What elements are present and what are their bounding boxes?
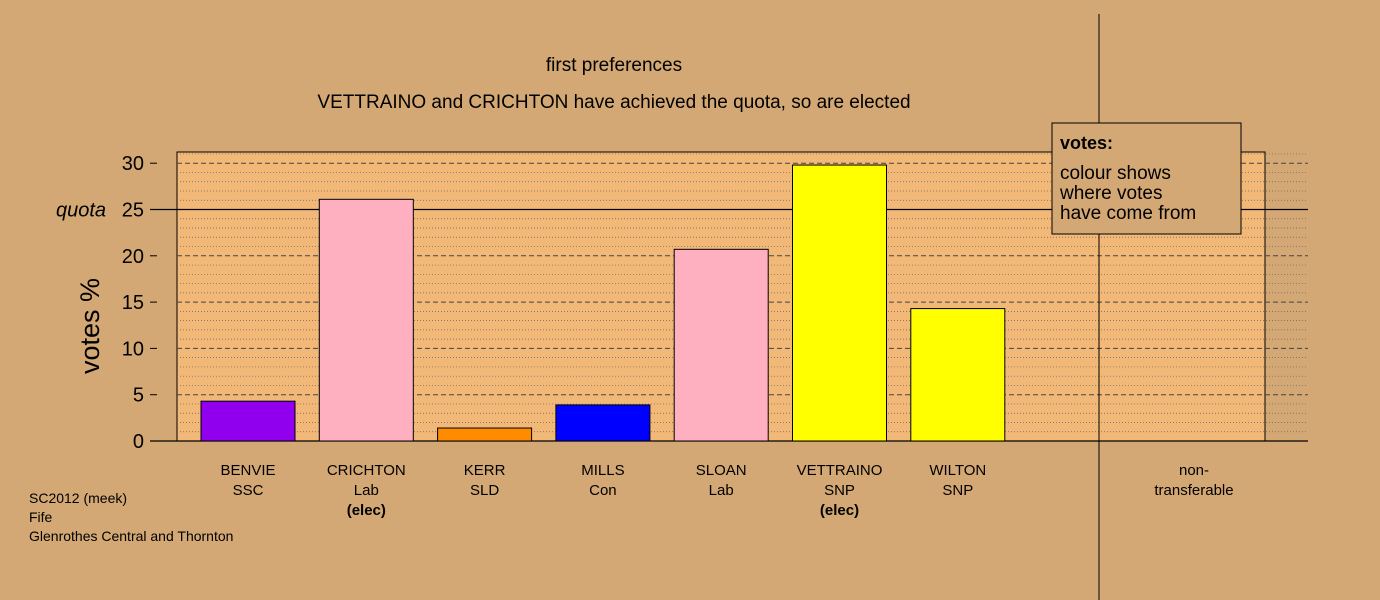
- candidate-party: SNP: [942, 482, 973, 499]
- candidate-name: VETTRAINO: [797, 462, 883, 479]
- elected-marker: (elec): [820, 502, 859, 519]
- chart-title: first preferences: [546, 55, 682, 76]
- legend-line: colour shows: [1060, 163, 1171, 184]
- nontransferable-label: non-: [1179, 462, 1209, 479]
- legend-line: where votes: [1059, 183, 1162, 204]
- y-tick-label: 30: [122, 153, 144, 175]
- candidate-party: Lab: [354, 482, 379, 499]
- quota-label: quota: [56, 200, 106, 222]
- legend-line: have come from: [1060, 203, 1196, 224]
- y-axis-label: votes %: [75, 278, 105, 374]
- candidate-name: MILLS: [581, 462, 624, 479]
- candidate-party: SNP: [824, 482, 855, 499]
- candidate-name: SLOAN: [696, 462, 747, 479]
- candidate-name: KERR: [464, 462, 506, 479]
- candidate-party: Lab: [709, 482, 734, 499]
- bar: [318, 198, 414, 442]
- legend: votes: colour shows where votes have com…: [1051, 122, 1242, 235]
- bars: [200, 164, 1006, 442]
- candidate-party: SLD: [470, 482, 499, 499]
- y-tick-label: 15: [122, 292, 144, 314]
- candidate-name: BENVIE: [220, 462, 275, 479]
- footer-council: Fife: [29, 509, 53, 525]
- candidate-party: Con: [589, 482, 617, 499]
- bar: [555, 404, 651, 442]
- nontransferable-label: transferable: [1154, 482, 1233, 499]
- bar: [910, 308, 1006, 442]
- candidate-party: SSC: [233, 482, 264, 499]
- y-tick-label: 25: [122, 200, 144, 222]
- bar: [792, 164, 887, 442]
- y-tick-label: 5: [133, 385, 144, 407]
- legend-box: [1051, 122, 1242, 235]
- legend-title: votes:: [1060, 133, 1113, 153]
- footer-ward: Glenrothes Central and Thornton: [29, 528, 233, 544]
- elected-marker: (elec): [347, 502, 386, 519]
- candidate-name: WILTON: [929, 462, 986, 479]
- chart-subtitle: VETTRAINO and CRICHTON have achieved the…: [317, 92, 910, 113]
- y-axis: 0 5 10 15 20 25 30 quota: [56, 153, 157, 453]
- x-axis-labels: BENVIE SSC CRICHTON Lab (elec) KERR SLD MILLS Co…: [220, 462, 1233, 519]
- bar: [200, 400, 296, 442]
- bar: [673, 248, 769, 442]
- footer-election: SC2012 (meek): [29, 490, 127, 506]
- bar: [437, 427, 533, 442]
- y-tick-label: 0: [133, 431, 144, 453]
- candidate-name: CRICHTON: [327, 462, 406, 479]
- y-tick-label: 10: [122, 338, 144, 360]
- y-tick-label: 20: [122, 246, 144, 268]
